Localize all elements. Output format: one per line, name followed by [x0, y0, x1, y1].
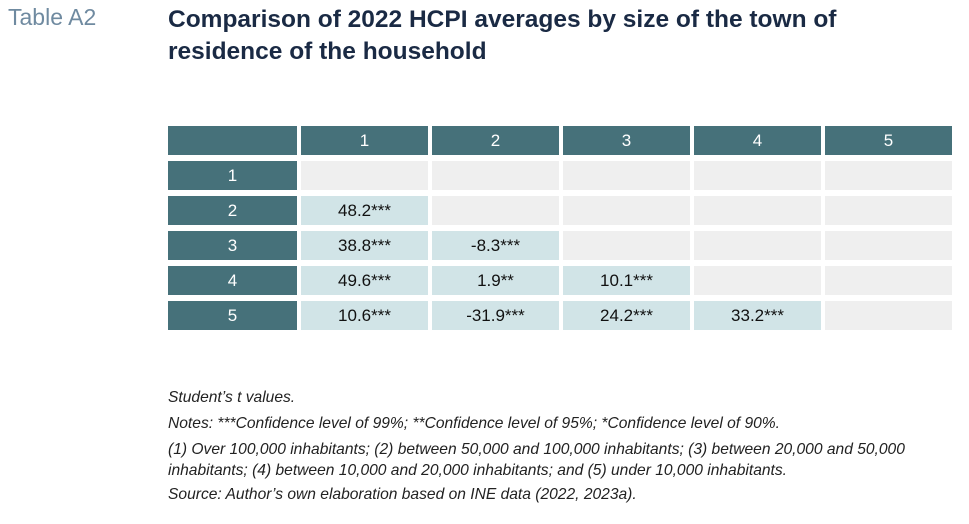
table-cell: [563, 231, 690, 260]
table-cell: 10.1***: [563, 266, 690, 295]
table-cell: 38.8***: [301, 231, 428, 260]
header-row: 1 2 3 4 5: [168, 126, 952, 155]
table-row: 4 49.6*** 1.9** 10.1***: [168, 266, 952, 295]
table-cell: [694, 266, 821, 295]
table-title: Comparison of 2022 HCPI averages by size…: [168, 6, 837, 65]
column-header: 1: [301, 126, 428, 155]
table-cell: [432, 161, 559, 190]
table-cell: [825, 196, 952, 225]
table-cell: [825, 301, 952, 330]
table-cell: 1.9**: [432, 266, 559, 295]
note-source: Source: Author’s own elaboration based o…: [168, 486, 637, 503]
comparison-table: 1 2 3 4 5 1 2 48.2*** 3 38.8*** -8.3*** …: [164, 120, 956, 336]
note-t-values: Student’s t values.: [168, 389, 296, 406]
note-town-sizes: (1) Over 100,000 inhabitants; (2) betwee…: [168, 441, 905, 479]
table-cell: [825, 161, 952, 190]
column-header: 2: [432, 126, 559, 155]
table-cell: [825, 266, 952, 295]
column-header: 3: [563, 126, 690, 155]
column-header: 4: [694, 126, 821, 155]
table-row: 3 38.8*** -8.3***: [168, 231, 952, 260]
notes-section: Student’s t values. Notes: ***Confidence…: [168, 387, 963, 510]
table-label: Table A2: [8, 4, 97, 30]
table-cell: -31.9***: [432, 301, 559, 330]
table-cell: -8.3***: [432, 231, 559, 260]
row-header: 2: [168, 196, 297, 225]
table-cell: [825, 231, 952, 260]
table-row: 2 48.2***: [168, 196, 952, 225]
table-cell: [694, 161, 821, 190]
column-header: 5: [825, 126, 952, 155]
table-cell: [301, 161, 428, 190]
row-header: 5: [168, 301, 297, 330]
table-cell: [694, 231, 821, 260]
table-cell: [563, 196, 690, 225]
table-cell: 10.6***: [301, 301, 428, 330]
row-header: 4: [168, 266, 297, 295]
table-cell: 33.2***: [694, 301, 821, 330]
table-row: 1: [168, 161, 952, 190]
row-header: 3: [168, 231, 297, 260]
table-row: 5 10.6*** -31.9*** 24.2*** 33.2***: [168, 301, 952, 330]
table-cell: [432, 196, 559, 225]
table-cell: [563, 161, 690, 190]
table-cell: 49.6***: [301, 266, 428, 295]
corner-cell: [168, 126, 297, 155]
row-header: 1: [168, 161, 297, 190]
table-cell: 24.2***: [563, 301, 690, 330]
table-cell: [694, 196, 821, 225]
table-cell: 48.2***: [301, 196, 428, 225]
note-confidence: Notes: ***Confidence level of 99%; **Con…: [168, 415, 780, 432]
